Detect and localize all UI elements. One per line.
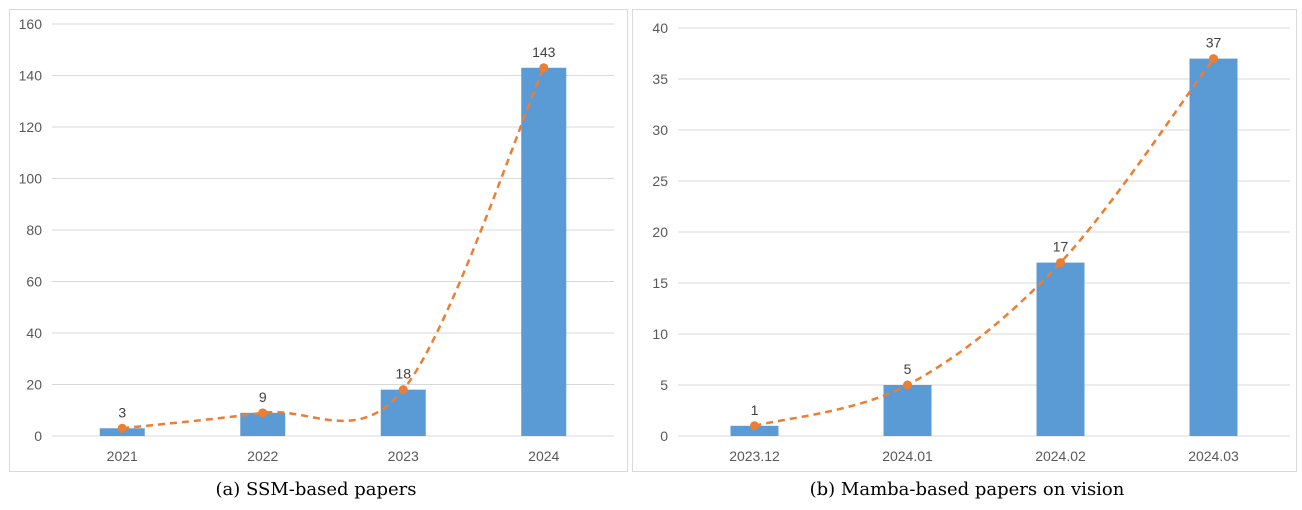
chart-a-y-tick-label: 120 <box>19 119 43 135</box>
chart-b-x-tick-label: 2023.12 <box>729 448 780 464</box>
chart-a-trend-marker <box>117 423 127 433</box>
chart-a-data-label: 3 <box>118 404 126 420</box>
chart-a-y-tick-label: 80 <box>26 222 42 238</box>
chart-b-y-tick-label: 25 <box>652 173 668 189</box>
chart-b-caption: (b) Mamba-based papers on vision <box>809 479 1125 500</box>
chart-a-data-label: 18 <box>395 366 411 382</box>
chart-a-y-tick-label: 20 <box>26 377 42 393</box>
chart-a-trend-marker <box>258 408 268 418</box>
chart-a-bar <box>380 389 426 436</box>
chart-a-trend-marker <box>398 385 408 395</box>
chart-b-x-tick-label: 2024.02 <box>1035 448 1086 464</box>
chart-b-data-label: 37 <box>1206 35 1222 51</box>
chart-b-bar <box>1036 262 1085 436</box>
chart-a-bar <box>240 412 286 436</box>
chart-a-data-label: 143 <box>532 44 556 60</box>
chart-a-y-tick-label: 40 <box>26 325 42 341</box>
chart-b-y-tick-label: 0 <box>660 428 668 444</box>
chart-a-y-tick-label: 0 <box>34 428 42 444</box>
chart-b-y-tick-label: 5 <box>660 377 668 393</box>
chart-b-data-label: 1 <box>751 402 759 418</box>
chart-b-trend-marker <box>903 380 912 390</box>
chart-b-trend-line <box>754 57 1215 428</box>
chart-b-trend-marker <box>1209 54 1218 64</box>
chart-b-data-label: 17 <box>1053 239 1069 255</box>
chart-b-trend-marker <box>750 421 759 431</box>
chart-panel-a: 0 20 40 60 80 100 120 140 160 2021 3 2022 9 2023 18 202… <box>0 0 632 510</box>
chart-b-x-tick-label: 2024.01 <box>882 448 933 464</box>
chart-a-caption: (a) SSM-based papers <box>215 479 417 500</box>
chart-panel-b: 0 5 10 15 20 25 30 35 40 2023.12 1 2024.01 5 2024.02 1… <box>632 0 1302 510</box>
chart-a-trend-marker <box>539 63 549 73</box>
chart-b-y-tick-label: 30 <box>652 122 668 138</box>
chart-a-y-tick-label: 100 <box>19 171 43 187</box>
chart-b-y-tick-label: 10 <box>652 326 668 342</box>
chart-a-x-tick-label: 2021 <box>107 448 138 464</box>
chart-b-x-tick-label: 2024.03 <box>1188 448 1239 464</box>
chart-b-bar <box>1189 58 1238 436</box>
chart-a-data-label: 9 <box>259 389 267 405</box>
chart-a-svg: 0 20 40 60 80 100 120 140 160 2021 3 2022 9 2023 18 202… <box>9 9 628 472</box>
chart-a-x-tick-label: 2024 <box>528 448 559 464</box>
chart-a-y-tick-label: 160 <box>19 16 43 32</box>
chart-b-chart-frame <box>632 9 1297 472</box>
chart-b-y-tick-label: 35 <box>652 71 668 87</box>
chart-a-y-tick-label: 140 <box>19 68 43 84</box>
chart-a-bar <box>521 67 567 437</box>
chart-b-y-tick-label: 40 <box>652 20 668 36</box>
chart-b-y-tick-label: 20 <box>652 224 668 240</box>
chart-a-trend-line <box>122 67 545 430</box>
chart-a-x-tick-label: 2023 <box>388 448 419 464</box>
chart-b-trend-marker <box>1056 258 1065 268</box>
chart-b-svg: 0 5 10 15 20 25 30 35 40 2023.12 1 2024.01 5 2024.02 1… <box>632 9 1297 472</box>
chart-a-x-tick-label: 2022 <box>247 448 278 464</box>
chart-b-bar <box>883 385 932 436</box>
chart-b-y-tick-label: 15 <box>652 275 668 291</box>
chart-a-y-tick-label: 60 <box>26 274 42 290</box>
chart-b-data-label: 5 <box>904 361 912 377</box>
chart-b-bar <box>730 425 779 436</box>
